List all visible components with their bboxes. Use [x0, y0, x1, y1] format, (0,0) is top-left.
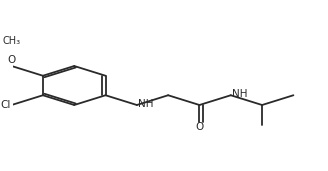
Text: O: O [8, 55, 16, 65]
Text: CH₃: CH₃ [3, 36, 21, 46]
Text: O: O [195, 122, 204, 132]
Text: NH: NH [232, 89, 247, 99]
Text: Cl: Cl [0, 100, 10, 110]
Text: NH: NH [138, 99, 153, 109]
